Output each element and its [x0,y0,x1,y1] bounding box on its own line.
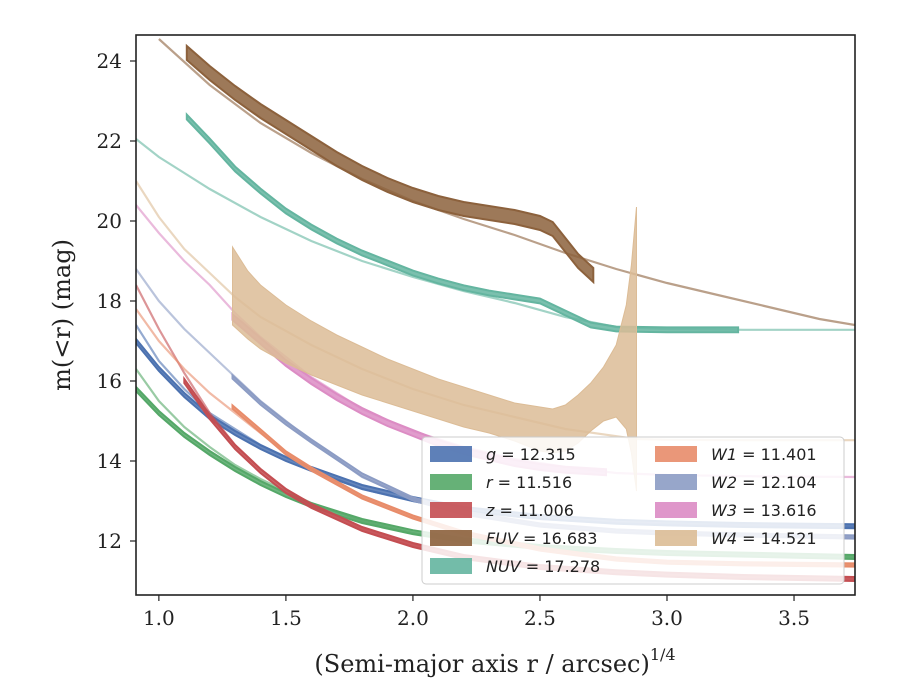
series-w4-band [232,206,637,492]
series-w1-band [231,403,855,568]
legend-label: W3 = 13.616 [711,501,817,520]
x-axis-label-exponent: 1/4 [650,645,676,664]
legend-swatch [655,446,697,462]
y-axis: 12 14 16 18 20 22 24 [97,49,136,553]
y-tick-label: 20 [97,209,122,233]
x-tick-label: 2.5 [524,606,556,630]
legend-label-value: 11.006 [518,501,574,520]
legend-swatch [655,474,697,490]
legend-label-variable: z [485,501,495,520]
legend-label: r = 11.516 [486,473,572,492]
x-axis: 1.0 1.5 2.0 2.5 3.0 3.5 [143,595,810,630]
legend-label-value: 14.521 [761,529,817,548]
legend-label-equals: = [737,529,761,548]
legend-swatch [430,446,472,462]
legend-label-value: 13.616 [761,501,817,520]
series-z-band [183,375,855,583]
legend-label-value: 12.315 [520,445,576,464]
legend-swatch [430,502,472,518]
legend-label-equals: = [737,501,761,520]
legend-swatch [430,530,472,546]
legend-label-value: 11.516 [516,473,572,492]
series-g-band [136,337,855,530]
legend-label: FUV = 16.683 [486,529,597,548]
legend-label-variable: W1 [711,445,737,464]
legend-label: W2 = 12.104 [711,473,817,492]
y-tick-label: 24 [97,49,122,73]
legend-label: NUV = 17.278 [486,557,600,576]
legend-label-variable: FUV [486,529,519,548]
y-tick-label: 14 [97,449,122,473]
series-fuv-band [185,43,595,285]
x-tick-label: 3.0 [651,606,683,630]
x-tick-label: 1.0 [143,606,175,630]
legend-label-value: 12.104 [761,473,817,492]
legend-item-w1: W1 = 11.401 [655,445,817,464]
legend-label: g = 12.315 [486,445,576,464]
legend-label-variable: NUV [486,557,522,576]
legend-label: z = 11.006 [485,501,574,520]
legend-label-equals: = [521,557,545,576]
series-fuv-extrapolated-line [158,38,855,327]
legend-label-equals: = [496,445,520,464]
series-nuv [136,112,855,334]
legend-frame [421,436,845,585]
legend-label-variable: W2 [711,473,737,492]
x-tick-label: 1.5 [270,606,302,630]
legend-item-w2: W2 = 12.104 [655,473,817,492]
x-tick-label: 2.0 [397,606,429,630]
legend-swatch [430,558,472,574]
legend-label-equals: = [737,473,761,492]
series-r-band [136,385,855,561]
legend-label-equals: = [494,501,518,520]
legend-item-z: z = 11.006 [430,501,574,520]
legend-item-w4: W4 = 14.521 [655,529,817,548]
legend-swatch [655,530,697,546]
legend-label-equals: = [518,529,542,548]
series-w2-band [231,373,855,540]
legend-swatch [655,502,697,518]
legend-label-equals: = [737,445,761,464]
series-fuv [158,38,855,327]
legend: g = 12.315 r = 11.516 z = 11.006 FUV = 16.6… [421,436,845,585]
legend-label-equals: = [493,473,517,492]
legend-label-variable: W4 [711,529,737,548]
x-axis-label: (Semi-major axis r / arcsec)1/4 [314,645,675,678]
legend-item-g: g = 12.315 [430,445,576,464]
legend-label-value: 11.401 [761,445,817,464]
legend-item-w3: W3 = 13.616 [655,501,817,520]
y-tick-label: 16 [97,369,122,393]
x-tick-label: 3.5 [778,606,810,630]
legend-label: W1 = 11.401 [711,445,817,464]
legend-item-nuv: NUV = 17.278 [430,557,600,576]
legend-label: W4 = 14.521 [711,529,817,548]
y-tick-label: 18 [97,289,122,313]
y-tick-label: 22 [97,129,122,153]
plot-frame [135,34,856,596]
legend-swatch [430,474,472,490]
y-tick-label: 12 [97,529,122,553]
legend-label-value: 17.278 [544,557,600,576]
legend-label-variable: r [486,473,494,492]
legend-label-variable: W3 [711,501,737,520]
series-nuv-band [185,112,740,334]
legend-item-r: r = 11.516 [430,473,572,492]
x-axis-label-main: (Semi-major axis r / arcsec) [314,650,649,678]
legend-item-fuv: FUV = 16.683 [430,529,597,548]
y-axis-label: m(<r) (mag) [48,239,76,391]
legend-label-value: 16.683 [541,529,597,548]
legend-label-variable: g [486,445,496,464]
